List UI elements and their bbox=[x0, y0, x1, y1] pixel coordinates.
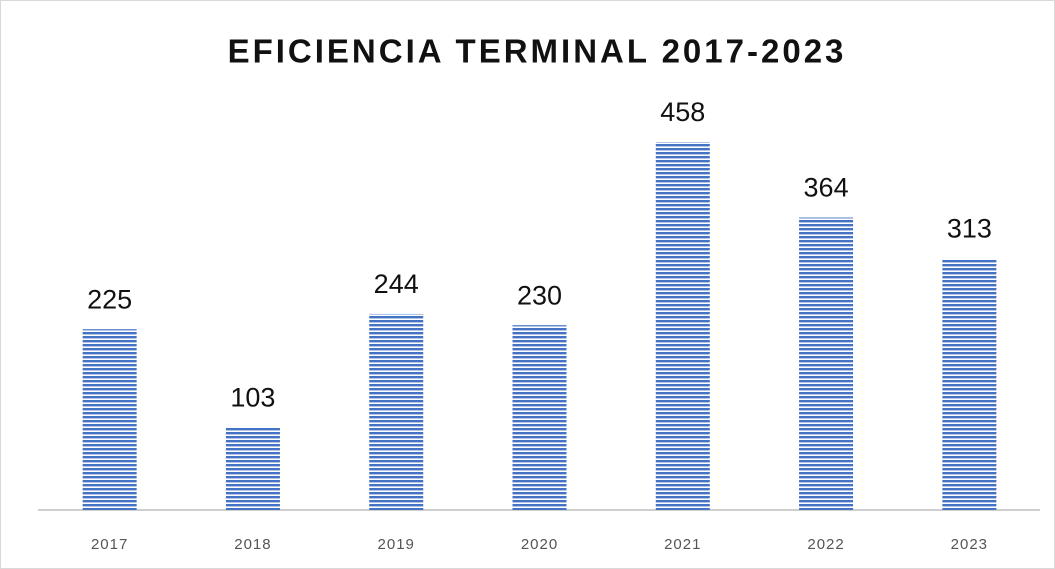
bar bbox=[799, 217, 854, 510]
bar bbox=[942, 258, 997, 510]
data-label: 313 bbox=[947, 214, 992, 244]
x-tick-label: 2018 bbox=[234, 536, 271, 553]
x-tick-label: 2023 bbox=[951, 536, 988, 553]
x-tick-label: 2019 bbox=[378, 536, 415, 553]
bar bbox=[655, 142, 710, 510]
x-tick-label: 2022 bbox=[807, 536, 844, 553]
bar bbox=[369, 313, 424, 510]
bar bbox=[225, 427, 280, 510]
x-tick-label: 2021 bbox=[664, 536, 701, 553]
data-label: 103 bbox=[230, 382, 275, 412]
data-label: 244 bbox=[374, 269, 419, 299]
data-label: 225 bbox=[87, 284, 132, 314]
data-label: 364 bbox=[804, 173, 849, 203]
data-label: 230 bbox=[517, 280, 562, 310]
bar bbox=[512, 325, 567, 510]
x-tick-label: 2020 bbox=[521, 536, 558, 553]
bar bbox=[82, 329, 137, 510]
data-label: 458 bbox=[660, 97, 705, 127]
x-tick-label: 2017 bbox=[91, 536, 128, 553]
chart-title: EFICIENCIA TERMINAL 2017-2023 bbox=[228, 33, 847, 70]
